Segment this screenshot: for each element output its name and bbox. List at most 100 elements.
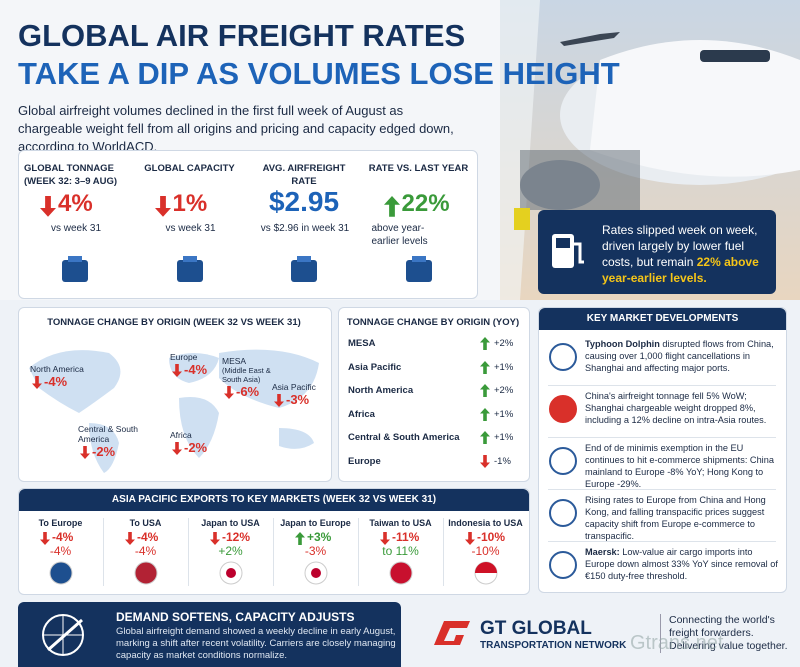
- kpi-note: vs $2.96 in week 31: [260, 223, 350, 234]
- callout-highlight: 22% above year-earlier levels.: [602, 255, 759, 285]
- footer: DEMAND SOFTENS, CAPACITY ADJUSTS Global …: [18, 602, 401, 667]
- brand-subname: TRANSPORTATION NETWORK: [480, 640, 627, 651]
- divider: [358, 518, 359, 586]
- map-panel: [18, 307, 332, 482]
- kpi-icon: [402, 252, 436, 286]
- trend-arrow: [125, 532, 135, 545]
- trend-arrow: [465, 532, 475, 545]
- region-value: -2%: [92, 444, 116, 459]
- fuel-icon: [552, 234, 584, 268]
- trend-arrow: [295, 532, 305, 545]
- brand-logo: [434, 621, 470, 645]
- market-value: -10%: [477, 530, 506, 544]
- trend-arrow: [80, 446, 90, 459]
- kpi-value: 1%: [172, 190, 208, 217]
- trend-arrow: [480, 360, 490, 374]
- developments-panel: [538, 307, 787, 593]
- kpi-value: $2.95: [268, 186, 340, 217]
- dev-icon: [548, 498, 578, 528]
- trend-arrow: [480, 337, 490, 350]
- market-name: Indonesia to USA: [448, 518, 523, 528]
- region-value: -3%: [286, 392, 310, 407]
- market-name: To Europe: [38, 518, 83, 528]
- market-name: Taiwan to USA: [369, 518, 432, 528]
- divider: [188, 518, 189, 586]
- yoy-value: -1%: [494, 455, 511, 467]
- yoy-name: Central & South America: [348, 432, 460, 443]
- dev-lead: Maersk:: [585, 547, 620, 557]
- trend-arrow: [480, 384, 490, 397]
- callout: Rates slipped week on week, driven large…: [538, 210, 776, 294]
- yoy-value: +1%: [494, 408, 514, 420]
- market-value: -12%: [222, 530, 251, 544]
- dev-icon: [548, 550, 578, 580]
- footer-text: Global airfreight demand showed a weekly…: [116, 626, 396, 661]
- region-name: North America: [30, 364, 84, 374]
- yoy-value: +2%: [494, 385, 514, 396]
- region-name: Asia Pacific: [272, 382, 316, 392]
- intro: Global airfreight volumes declined in th…: [18, 103, 454, 154]
- market-name: Japan to Europe: [280, 518, 351, 528]
- flag: [134, 561, 158, 585]
- kpi-icon: [58, 252, 92, 286]
- yoy-name: Asia Pacific: [348, 361, 402, 373]
- globe-plane-icon: [42, 614, 84, 656]
- dev-body: Low-value air cargo imports into Europe …: [585, 547, 778, 581]
- footer-title: DEMAND SOFTENS, CAPACITY ADJUSTS: [116, 610, 355, 624]
- divider: [443, 518, 444, 586]
- yoy-value: +2%: [494, 338, 514, 349]
- yoy-value: +1%: [494, 361, 514, 373]
- region-value: -4%: [184, 362, 208, 377]
- dev-text: End of de minimis exemption in the EU co…: [585, 442, 780, 490]
- yoy-name: North America: [348, 385, 414, 396]
- region-name: Europe: [170, 352, 198, 362]
- region-value: -2%: [184, 440, 208, 455]
- market-value: -4%: [52, 530, 74, 544]
- kpi-icon: [173, 252, 207, 286]
- market-value-2: to 11%: [382, 544, 419, 558]
- flag: [389, 561, 413, 585]
- divider: [548, 437, 776, 438]
- yoy-panel: [338, 307, 530, 482]
- flag: [474, 561, 498, 585]
- market-value-2: +2%: [218, 544, 243, 558]
- trend-arrow: [274, 394, 284, 407]
- kpi-note: above year-earlier levels: [371, 223, 428, 247]
- title: GLOBAL AIR FREIGHT RATES: [18, 18, 466, 53]
- kpi-label: RATE VS. LAST YEAR: [368, 163, 469, 174]
- brand-name: GT GLOBAL: [480, 618, 592, 639]
- dev-icon: [548, 342, 578, 372]
- trend-arrow: [480, 431, 490, 444]
- callout-body: Rates slipped week on week, driven large…: [602, 223, 758, 269]
- market-value-2: -3%: [304, 544, 327, 558]
- dev-body: China's airfreight tonnage fell 5% WoW; …: [585, 391, 767, 425]
- dev-text: Typhoon Dolphin disrupted flows from Chi…: [585, 338, 780, 374]
- kpi-value: 22%: [401, 190, 450, 217]
- region-subname: (Middle East & South Asia): [222, 366, 271, 384]
- trend-arrow: [172, 364, 182, 377]
- dev-icon: [548, 394, 578, 424]
- market-value-2: -4%: [134, 544, 157, 558]
- market-name: To USA: [129, 518, 162, 528]
- dev-body: disrupted flows from China, causing over…: [585, 339, 774, 373]
- trend-arrow: [172, 442, 182, 455]
- developments-title: KEY MARKET DEVELOPMENTS: [539, 308, 786, 330]
- trend-arrow: [32, 376, 42, 389]
- dev-body: End of de minimis exemption in the EU co…: [585, 443, 774, 489]
- dev-icon: [548, 446, 578, 476]
- trend-arrow: [40, 532, 50, 545]
- region-value: -6%: [236, 384, 260, 399]
- market-value: +3%: [307, 530, 332, 544]
- divider: [548, 489, 776, 490]
- dev-lead: Typhoon Dolphin: [585, 339, 660, 349]
- trend-arrow: [380, 532, 390, 545]
- yoy-title: TONNAGE CHANGE BY ORIGIN (YOY): [346, 317, 520, 328]
- trend-arrow: [154, 196, 171, 217]
- kpi-panel: [18, 150, 478, 299]
- region-name: Central & South America: [78, 424, 139, 444]
- dev-text: Rising rates to Europe from China and Ho…: [585, 494, 780, 542]
- trend-arrow: [40, 196, 56, 217]
- divider: [273, 518, 274, 586]
- kpi-label: AVG. AIRFREIGHT RATE: [262, 163, 346, 187]
